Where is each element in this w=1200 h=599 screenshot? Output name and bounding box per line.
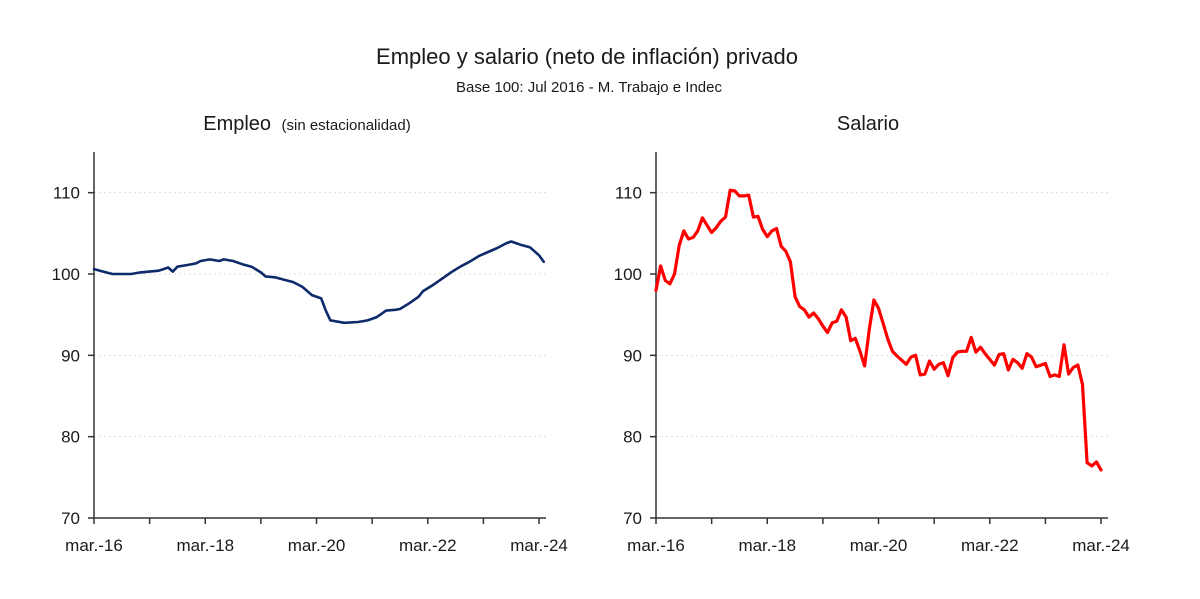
empleo-series-line xyxy=(92,240,545,325)
salario-x-tick-label: mar.-24 xyxy=(1072,536,1130,555)
empleo-chart: 70 80 90 100 110 mar.-16 mar.-18 mar.-20 mar.-22… xyxy=(52,152,568,555)
empleo-y-tick-label: 80 xyxy=(61,428,80,447)
right-panel-title: Salario xyxy=(837,113,899,135)
empleo-x-tick-label: mar.-22 xyxy=(399,536,457,555)
main-title: Empleo y salario (neto de inflación) pri… xyxy=(376,44,798,69)
salario-series-line xyxy=(654,188,1103,472)
left-panel-title-main: Empleo xyxy=(203,113,271,135)
left-panel-title: Empleo (sin estacionalidad) xyxy=(203,113,411,135)
salario-y-tick-label: 90 xyxy=(623,346,642,365)
salario-y-tick-label: 80 xyxy=(623,428,642,447)
salario-y-tick-label: 110 xyxy=(615,184,642,203)
main-subtitle: Base 100: Jul 2016 - M. Trabajo e Indec xyxy=(456,79,722,96)
empleo-y-tick-label: 70 xyxy=(61,509,80,528)
salario-y-tick-label: 70 xyxy=(623,509,642,528)
salario-x-tick-label: mar.-22 xyxy=(961,536,1019,555)
salario-x-tick-label: mar.-18 xyxy=(738,536,796,555)
empleo-y-tick-label: 110 xyxy=(53,184,80,203)
salario-x-tick-label: mar.-16 xyxy=(627,536,685,555)
left-panel-title-note: (sin estacionalidad) xyxy=(282,117,411,134)
salario-x-tick-label: mar.-20 xyxy=(850,536,908,555)
salario-chart: 70 80 90 100 110 mar.-16 mar.-18 mar.-20 mar.-22… xyxy=(614,152,1130,555)
empleo-y-tick-label: 90 xyxy=(61,346,80,365)
empleo-x-tick-label: mar.-20 xyxy=(288,536,346,555)
empleo-y-tick-label: 100 xyxy=(52,265,80,284)
empleo-x-tick-label: mar.-16 xyxy=(65,536,123,555)
empleo-x-tick-label: mar.-24 xyxy=(510,536,568,555)
empleo-x-tick-label: mar.-18 xyxy=(176,536,234,555)
salario-y-tick-label: 100 xyxy=(614,265,642,284)
